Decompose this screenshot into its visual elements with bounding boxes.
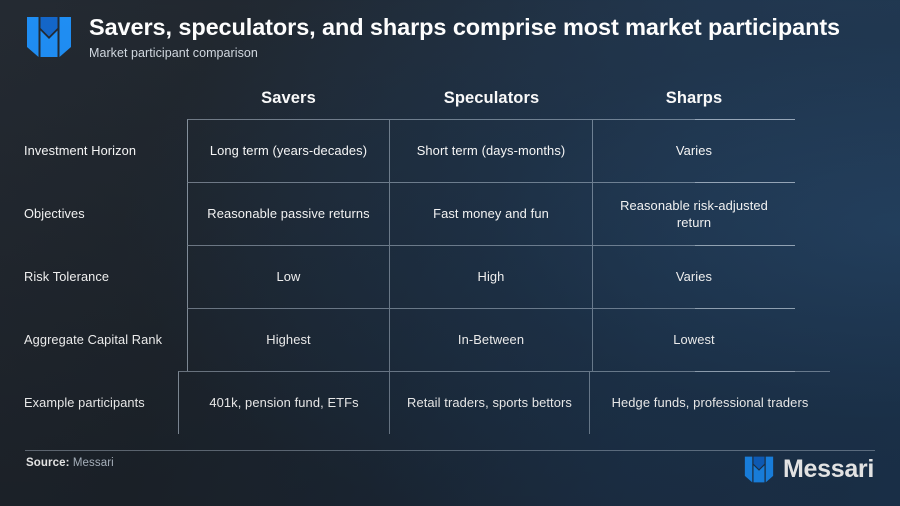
row-label: Objectives — [24, 206, 85, 221]
row-label: Aggregate Capital Rank — [24, 332, 163, 347]
table-cell: Varies — [593, 119, 795, 182]
table-cell: Fast money and fun — [390, 182, 593, 245]
table-cell: Highest — [187, 308, 390, 371]
brand-wordmark: Messari — [782, 455, 874, 483]
table-cell: Lowest — [593, 308, 795, 371]
column-header-savers: Savers — [261, 89, 316, 108]
source-label: Source: — [26, 457, 70, 469]
table-cell: In-Between — [390, 308, 593, 371]
table-row: Aggregate Capital Rank Highest In-Betwee… — [0, 308, 900, 371]
table-cell: 401k, pension fund, ETFs — [178, 371, 390, 434]
row-rule-extension — [695, 182, 795, 183]
header-text: Savers, speculators, and sharps comprise… — [89, 14, 840, 60]
table-cell: Hedge funds, professional traders — [590, 371, 830, 434]
table-cell: High — [390, 245, 593, 308]
row-rule-extension — [695, 119, 795, 120]
table-row: Example participants 401k, pension fund,… — [0, 371, 900, 434]
row-rule-extension — [695, 245, 795, 246]
comparison-table: Savers Speculators Sharps Investment Hor… — [0, 78, 900, 434]
table-cell: Long term (years-decades) — [187, 119, 390, 182]
brand-lockup: Messari — [744, 456, 874, 483]
row-rule-extension — [695, 371, 795, 372]
table-cell: Low — [187, 245, 390, 308]
table-header-row: Savers Speculators Sharps — [0, 78, 900, 119]
source-value: Messari — [72, 457, 114, 469]
row-label: Investment Horizon — [24, 143, 137, 158]
row-label: Example participants — [24, 395, 145, 410]
row-label: Risk Tolerance — [24, 269, 110, 284]
messari-logo-mark-icon — [27, 17, 71, 57]
table-row: Risk Tolerance Low High Varies — [0, 245, 900, 308]
column-header-sharps: Sharps — [665, 89, 723, 108]
page-subtitle: Market participant comparison — [89, 46, 258, 61]
page-title: Savers, speculators, and sharps comprise… — [89, 14, 841, 40]
table-corner-cell — [0, 78, 187, 119]
source-attribution: Source: Messari — [26, 457, 114, 469]
table-cell: Varies — [593, 245, 795, 308]
footer-divider — [25, 450, 875, 451]
table-cell: Retail traders, sports bettors — [390, 371, 590, 434]
header: Savers, speculators, and sharps comprise… — [26, 14, 840, 60]
table-row: Investment Horizon Long term (years-deca… — [0, 119, 900, 182]
messari-logo-mark-icon — [744, 456, 774, 483]
table-cell: Short term (days-months) — [390, 119, 593, 182]
table-row: Objectives Reasonable passive returns Fa… — [0, 182, 900, 245]
row-rule-extension — [695, 308, 795, 309]
table-cell: Reasonable risk-adjusted return — [593, 182, 795, 245]
column-header-speculators: Speculators — [443, 89, 540, 108]
table-cell: Reasonable passive returns — [187, 182, 390, 245]
